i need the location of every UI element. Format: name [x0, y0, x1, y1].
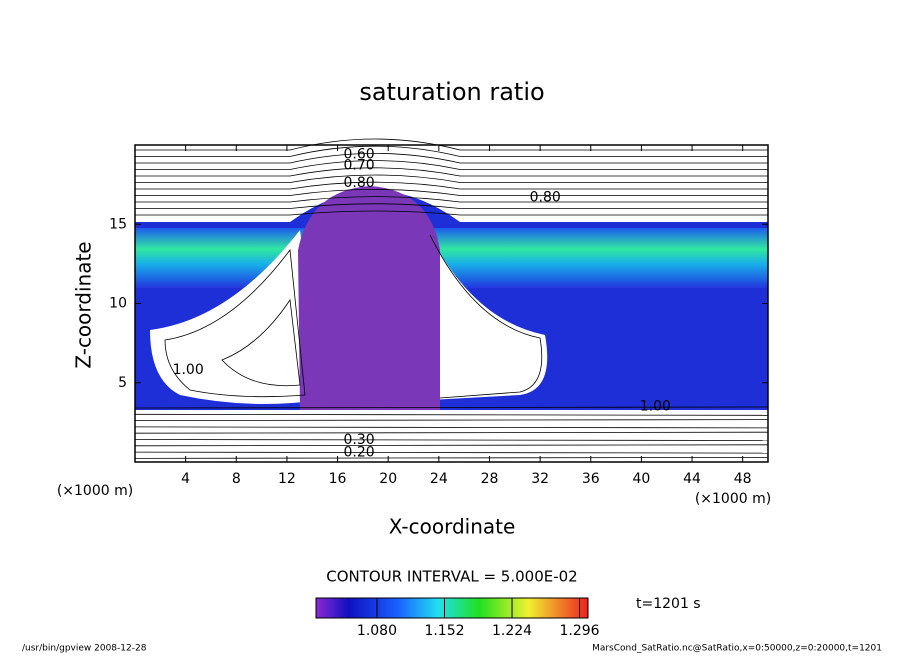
- x-tick-label: 16: [329, 471, 347, 487]
- colorbar-tick-label: 1.224: [492, 623, 532, 639]
- x-tick-label: 8: [232, 471, 241, 487]
- contour-field: [135, 145, 768, 462]
- x-tick-label: 40: [632, 471, 650, 487]
- x-tick-label: 4: [181, 471, 190, 487]
- x-tick-label: 28: [481, 471, 499, 487]
- contour-line: [135, 181, 768, 190]
- contour-line: [135, 160, 768, 170]
- contour-label: 0.60: [343, 147, 374, 163]
- contour-label: 1.00: [173, 362, 204, 378]
- contour-line: [135, 174, 768, 183]
- colorbar: [315, 597, 589, 619]
- y-unit: (×1000 m): [57, 483, 133, 499]
- contour-line: [134, 419, 769, 421]
- x-tick-label: 24: [430, 471, 448, 487]
- x-tick-label: 20: [379, 471, 397, 487]
- time-label: t=1201 s: [636, 596, 701, 612]
- contour-line: [134, 451, 769, 454]
- region-white: [150, 230, 320, 404]
- contour-line: [429, 234, 543, 399]
- contour-line: [135, 138, 768, 151]
- colorbar-tick-label: 1.152: [424, 623, 464, 639]
- x-tick-label: 12: [278, 471, 296, 487]
- contour-line: [134, 431, 769, 434]
- contour-label: 1.00: [640, 399, 671, 415]
- contour-line: [134, 406, 769, 409]
- contour-line: [134, 444, 769, 447]
- region-purple: [298, 186, 440, 410]
- footer-left: /usr/bin/gpview 2008-12-28: [22, 644, 147, 654]
- contour-line: [164, 248, 306, 398]
- contour-label: 0.80: [343, 175, 374, 191]
- contour-label: 0.20: [343, 444, 374, 460]
- x-tick-label: 48: [734, 471, 752, 487]
- footer-right: MarsCond_SatRatio.nc@SatRatio,x=0:50000,…: [592, 644, 882, 654]
- region-white: [425, 225, 548, 400]
- contour-interval: CONTOUR INTERVAL = 5.000E-02: [326, 568, 577, 586]
- contour-line: [135, 153, 768, 164]
- y-tick-label: 10: [109, 296, 127, 312]
- x-tick-label: 36: [582, 471, 600, 487]
- contour-line: [135, 203, 768, 209]
- contour-label: 0.30: [343, 432, 374, 448]
- contour-line: [135, 189, 768, 196]
- contour-line: [134, 439, 769, 441]
- contour-line: [135, 210, 768, 216]
- contour-line: [221, 298, 301, 387]
- colorbar-tick-label: 1.080: [357, 623, 397, 639]
- contour-label: 0.70: [343, 158, 374, 174]
- y-tick-label: 5: [118, 375, 127, 391]
- y-axis-label: Z-coordinate: [72, 241, 96, 368]
- colorbar-tick-label: 1.296: [560, 623, 600, 639]
- contour-line: [135, 167, 768, 177]
- contour-line: [135, 145, 768, 157]
- contour-line: [134, 413, 769, 416]
- x-unit: (×1000 m): [695, 491, 771, 507]
- chart-title: saturation ratio: [359, 78, 544, 106]
- y-tick-label: 15: [109, 216, 127, 232]
- contour-line: [134, 457, 769, 459]
- contour-line: [135, 196, 768, 203]
- x-axis-label: X-coordinate: [389, 515, 516, 539]
- contour-lines: [134, 138, 769, 459]
- contour-label: 0.80: [530, 189, 561, 205]
- x-tick-label: 44: [683, 471, 701, 487]
- x-tick-label: 32: [531, 471, 549, 487]
- contour-line: [134, 426, 769, 429]
